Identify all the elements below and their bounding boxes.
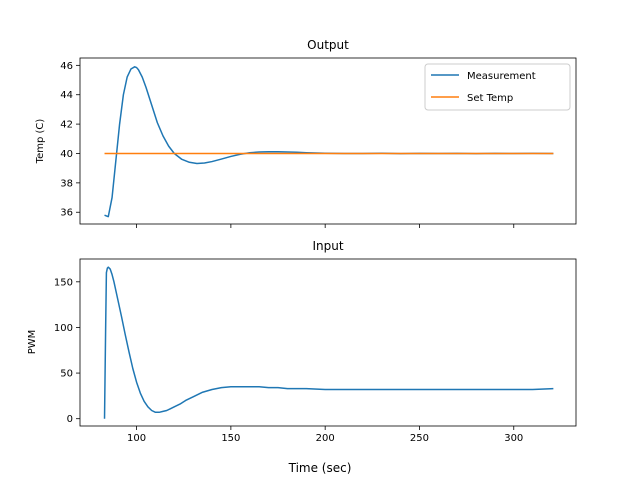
input-x-tick-label: 200	[316, 433, 335, 444]
input-y-tick-label: 0	[67, 414, 73, 425]
input-y-tick-label: 100	[54, 323, 73, 334]
input-x-tick-label: 100	[127, 433, 146, 444]
output-y-tick-label: 40	[60, 149, 73, 160]
input-x-tick-label: 250	[410, 433, 429, 444]
input-lines	[103, 266, 554, 419]
output-y-tick-label: 42	[60, 120, 73, 131]
output-ticks: 36 38 40 42 44 46	[60, 61, 515, 228]
output-y-tick-label: 36	[60, 208, 73, 219]
input-title: Input	[312, 239, 343, 253]
output-axes-frame	[79, 57, 577, 225]
input-x-tick-label: 150	[221, 433, 240, 444]
input-y-tick-label: 150	[54, 277, 73, 288]
input-x-tick-label: 300	[504, 433, 523, 444]
legend-box	[424, 63, 571, 111]
input-y-tick-label: 50	[60, 369, 73, 380]
input-series-input-signal	[103, 266, 554, 419]
output-panel: Output 36 38 40 42 44 46 Temp (C) Measurement…	[35, 38, 577, 228]
legend-label-set-temp: Set Temp	[467, 93, 513, 104]
x-axis-label: Time (sec)	[288, 461, 352, 475]
input-y-axis-label: PWM	[27, 330, 38, 355]
output-y-tick-label: 44	[60, 90, 73, 101]
output-y-tick-label: 38	[60, 178, 73, 189]
output-y-axis-label: Temp (C)	[35, 119, 46, 165]
legend-label-measurement: Measurement	[467, 71, 536, 82]
legend: Measurement Set Temp	[424, 63, 571, 111]
output-lines	[104, 66, 554, 218]
input-panel: Input 100 150 200 250 300 0 50 100 150 PWM Time …	[27, 239, 577, 475]
output-y-tick-label: 46	[60, 61, 73, 72]
output-title: Output	[307, 38, 349, 52]
input-axes-frame	[79, 258, 577, 427]
input-ticks: 100 150 200 250 300 0 50 100 150	[54, 277, 523, 444]
